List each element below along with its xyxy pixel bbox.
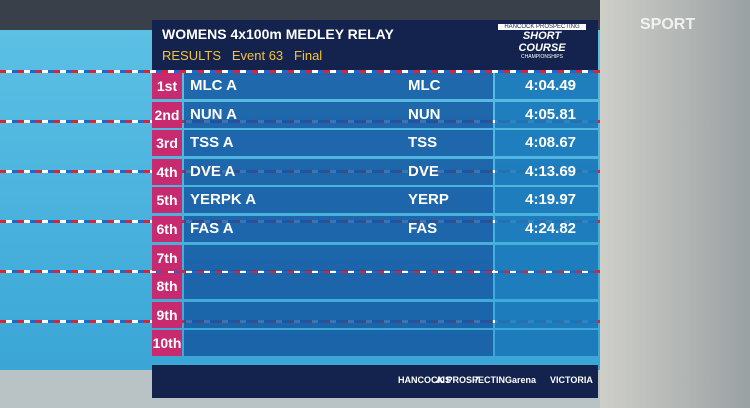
sponsor: VICTORIA bbox=[550, 375, 593, 385]
team: TSS A bbox=[190, 134, 234, 152]
time: 4:08.67 bbox=[525, 134, 576, 152]
row-body bbox=[184, 301, 493, 328]
place: 5th bbox=[152, 187, 182, 214]
time-cell: 4:19.97 bbox=[495, 187, 598, 214]
sponsor: 7 bbox=[474, 375, 480, 385]
time-cell: 4:13.69 bbox=[495, 158, 598, 185]
time-cell: 4:08.67 bbox=[495, 130, 598, 157]
row-body bbox=[184, 330, 493, 357]
event: Event 63 bbox=[231, 48, 284, 63]
result-row: 3rd TSS A TSS 4:08.67 bbox=[152, 130, 598, 157]
place: 9th bbox=[152, 301, 182, 328]
place: 8th bbox=[152, 273, 182, 300]
row-body: MLC A MLC bbox=[184, 73, 493, 99]
code: YERP bbox=[408, 191, 449, 209]
place: 2nd bbox=[152, 101, 182, 128]
row-body bbox=[184, 273, 493, 300]
footer: HANCOCK PROSPECTING AIS 7 arena VICTORIA bbox=[152, 365, 598, 398]
row-body bbox=[184, 244, 493, 271]
code: FAS bbox=[408, 220, 438, 237]
team: MLC A bbox=[190, 77, 237, 94]
team: NUN A bbox=[190, 105, 237, 123]
time-cell bbox=[495, 330, 598, 357]
sponsor: HANCOCK PROSPECTING bbox=[398, 375, 513, 385]
place: 6th bbox=[152, 216, 182, 242]
result-row: 5th YERPK A YERP 4:19.97 bbox=[152, 187, 598, 214]
time-cell: 4:24.82 bbox=[495, 216, 598, 242]
time: 4:05.81 bbox=[525, 105, 576, 123]
result-row: 2nd NUN A NUN 4:05.81 bbox=[152, 101, 598, 128]
time: 4:19.97 bbox=[525, 191, 576, 209]
code: TSS bbox=[408, 134, 438, 152]
code: MLC bbox=[408, 77, 441, 94]
team: FAS A bbox=[190, 220, 234, 237]
time-cell: 4:04.49 bbox=[495, 73, 598, 99]
row-body: TSS A TSS bbox=[184, 130, 493, 157]
watermark: SPORT bbox=[640, 16, 696, 33]
phase: Final bbox=[294, 48, 323, 63]
result-row: 6th FAS A FAS 4:24.82 bbox=[152, 216, 598, 242]
logo-top: HANCOCK PROSPECTING bbox=[498, 24, 586, 30]
time: 4:24.82 bbox=[525, 220, 576, 237]
result-row: 10th bbox=[152, 330, 598, 357]
result-row: 8th bbox=[152, 273, 598, 300]
place: 1st bbox=[152, 73, 182, 99]
result-row: 9th bbox=[152, 301, 598, 328]
place: 7th bbox=[152, 244, 182, 271]
team: DVE A bbox=[190, 162, 236, 180]
title: WOMENS 4x100m MEDLEY RELAY bbox=[162, 26, 394, 42]
results-panel: WOMENS 4x100m MEDLEY RELAY RESULTS Event… bbox=[152, 20, 598, 398]
logo-main: SHORT COURSE bbox=[518, 30, 566, 54]
result-row: 1st MLC A MLC 4:04.49 bbox=[152, 73, 598, 99]
place: 4th bbox=[152, 158, 182, 185]
logo-sub: CHAMPIONSHIPS bbox=[521, 54, 563, 60]
subtitle: RESULTS Event 63 Final bbox=[162, 48, 322, 63]
row-body: DVE A DVE bbox=[184, 158, 493, 185]
code: NUN bbox=[408, 105, 441, 123]
result-row: 7th bbox=[152, 244, 598, 271]
sponsor: arena bbox=[512, 375, 537, 385]
place: 10th bbox=[152, 330, 182, 357]
row-body: YERPK A YERP bbox=[184, 187, 493, 214]
row-body: NUN A NUN bbox=[184, 101, 493, 128]
place: 3rd bbox=[152, 130, 182, 157]
pool-deck bbox=[600, 0, 750, 408]
logo: HANCOCK PROSPECTING SHORT COURSE CHAMPIO… bbox=[498, 24, 586, 66]
results: RESULTS bbox=[162, 48, 221, 63]
time-cell: 4:05.81 bbox=[495, 101, 598, 128]
time: 4:13.69 bbox=[525, 162, 576, 180]
team: YERPK A bbox=[190, 191, 257, 209]
row-body: FAS A FAS bbox=[184, 216, 493, 242]
code: DVE bbox=[408, 162, 439, 180]
header: WOMENS 4x100m MEDLEY RELAY RESULTS Event… bbox=[152, 20, 598, 70]
time-cell bbox=[495, 244, 598, 271]
time: 4:04.49 bbox=[525, 77, 576, 94]
sponsor: AIS bbox=[436, 375, 452, 385]
result-row: 4th DVE A DVE 4:13.69 bbox=[152, 158, 598, 185]
time-cell bbox=[495, 273, 598, 300]
time-cell bbox=[495, 301, 598, 328]
